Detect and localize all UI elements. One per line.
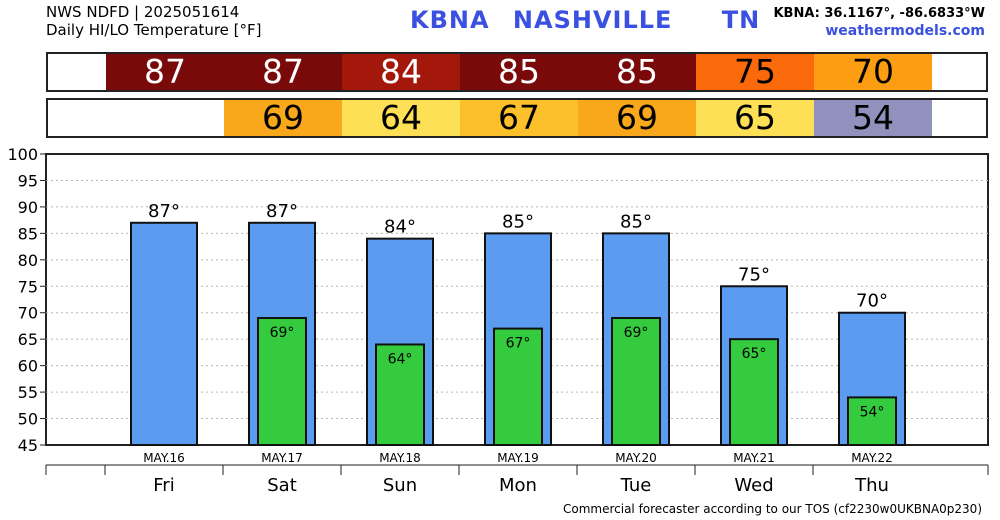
station-id: KBNA bbox=[410, 6, 490, 34]
high-bar bbox=[130, 221, 198, 446]
low-temp-cell-3: 67 bbox=[460, 100, 578, 136]
high-temp-cell-6: 70 bbox=[814, 54, 932, 90]
low-bar bbox=[847, 396, 897, 446]
day-label: Sun bbox=[383, 475, 417, 496]
high-temperature-strip: 87 87 84 85 85 75 70 bbox=[46, 52, 988, 92]
y-tick-label: 60 bbox=[18, 357, 38, 376]
low-value-label: 65° bbox=[742, 346, 767, 362]
y-tick-label: 100 bbox=[7, 145, 38, 164]
date-label: MAY.20 bbox=[615, 451, 657, 465]
low-temp-cell-4: 69 bbox=[578, 100, 696, 136]
high-value-label: 75° bbox=[738, 264, 770, 285]
y-tick-label: 70 bbox=[18, 304, 38, 323]
high-temp-cell-2: 84 bbox=[342, 54, 460, 90]
day-label: Sat bbox=[267, 475, 297, 496]
y-tick-label: 85 bbox=[18, 224, 38, 243]
low-temperature-strip: 69 64 67 69 65 54 bbox=[46, 98, 988, 138]
y-tick-label: 80 bbox=[18, 251, 38, 270]
high-temp-cell-0: 87 bbox=[106, 54, 224, 90]
day-label: Mon bbox=[499, 475, 537, 496]
low-value-label: 69° bbox=[270, 325, 295, 341]
high-temp-cell-4: 85 bbox=[578, 54, 696, 90]
y-tick-label: 50 bbox=[18, 410, 38, 429]
high-value-label: 85° bbox=[502, 211, 534, 232]
date-label: MAY.19 bbox=[497, 451, 539, 465]
high-temp-cell-5: 75 bbox=[696, 54, 814, 90]
high-value-label: 70° bbox=[856, 291, 888, 312]
day-label: Tue bbox=[620, 475, 652, 496]
station-coordinates: KBNA: 36.1167°, -86.6833°W bbox=[773, 6, 985, 21]
footer-note: Commercial forecaster according to our T… bbox=[562, 502, 982, 516]
low-value-label: 67° bbox=[506, 336, 531, 352]
low-temp-cell-2: 64 bbox=[342, 100, 460, 136]
high-temp-cell-3: 85 bbox=[460, 54, 578, 90]
low-value-label: 69° bbox=[624, 325, 649, 341]
low-bar bbox=[493, 327, 543, 447]
date-label: MAY.17 bbox=[261, 451, 303, 465]
y-tick-label: 95 bbox=[18, 171, 38, 190]
high-value-label: 87° bbox=[266, 201, 298, 222]
station-title: KBNA NASHVILLE TN bbox=[410, 6, 774, 34]
y-tick-label: 45 bbox=[18, 436, 38, 455]
y-tick-label: 65 bbox=[18, 330, 38, 349]
product-title: NWS NDFD | 2025051614 bbox=[46, 3, 240, 21]
low-bar bbox=[729, 338, 779, 447]
day-label: Wed bbox=[734, 475, 773, 496]
date-label: MAY.21 bbox=[733, 451, 775, 465]
low-bar bbox=[375, 343, 425, 446]
low-bar bbox=[257, 317, 307, 447]
high-value-label: 87° bbox=[148, 201, 180, 222]
low-temp-cell-1: 69 bbox=[224, 100, 342, 136]
day-label: Fri bbox=[153, 475, 174, 496]
date-label: MAY.16 bbox=[143, 451, 185, 465]
site-link[interactable]: weathermodels.com bbox=[825, 23, 985, 39]
low-value-label: 54° bbox=[860, 404, 885, 420]
low-temp-cell-5: 65 bbox=[696, 100, 814, 136]
variable-title: Daily HI/LO Temperature [°F] bbox=[46, 21, 262, 39]
y-tick-label: 55 bbox=[18, 383, 38, 402]
low-temp-cell-0 bbox=[106, 100, 224, 136]
low-value-label: 64° bbox=[388, 351, 413, 367]
date-label: MAY.22 bbox=[851, 451, 893, 465]
high-value-label: 84° bbox=[384, 217, 416, 238]
station-city: NASHVILLE bbox=[512, 6, 673, 34]
day-label: Thu bbox=[854, 475, 889, 496]
y-tick-label: 90 bbox=[18, 198, 38, 217]
low-temp-cell-6: 54 bbox=[814, 100, 932, 136]
high-value-label: 85° bbox=[620, 211, 652, 232]
date-label: MAY.18 bbox=[379, 451, 421, 465]
high-temp-cell-1: 87 bbox=[224, 54, 342, 90]
y-tick-label: 75 bbox=[18, 277, 38, 296]
low-bar bbox=[611, 317, 661, 447]
station-state: TN bbox=[721, 6, 761, 34]
